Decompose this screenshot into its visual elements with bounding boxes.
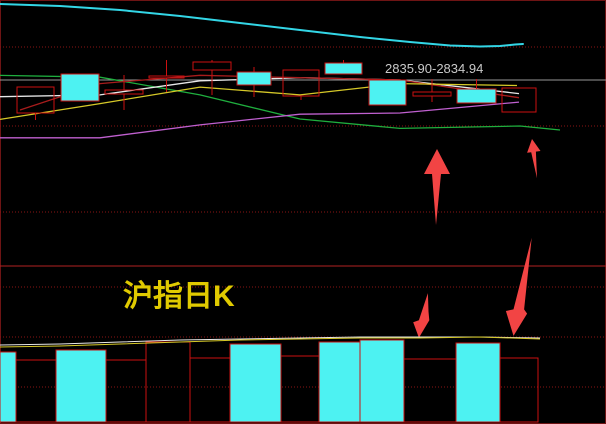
svg-text:2835.90-2834.94: 2835.90-2834.94 [385,61,483,76]
svg-text:沪指日K: 沪指日K [123,280,235,313]
